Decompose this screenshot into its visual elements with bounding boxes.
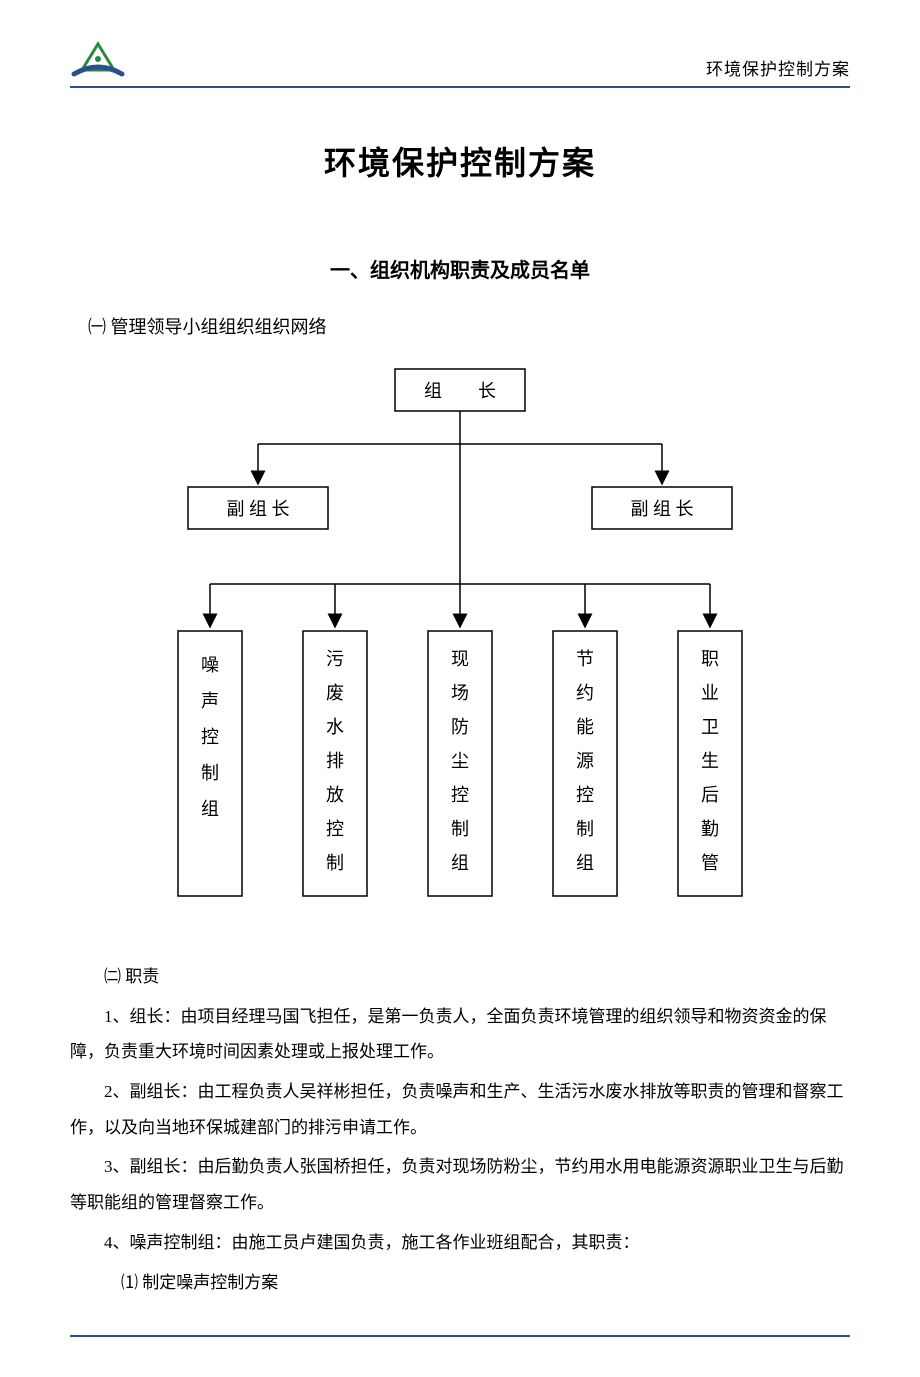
svg-text:水: 水 (326, 717, 344, 737)
document-title: 环境保护控制方案 (70, 138, 850, 184)
org-group-5: 职 业 卫 生 后 勤 管 (678, 631, 742, 896)
section-heading: 一、组织机构职责及成员名单 (70, 254, 850, 283)
svg-text:能: 能 (576, 717, 594, 737)
svg-text:声: 声 (201, 691, 219, 711)
subsection-heading: ㈠ 管理领导小组组织组织网络 (70, 313, 850, 339)
responsibility-item: 3、副组长：由后勤负责人张国桥担任，负责对现场防粉尘，节约用水用电能源资源职业卫… (70, 1149, 850, 1220)
responsibility-subitem: ⑴ 制定噪声控制方案 (70, 1265, 850, 1301)
svg-text:后: 后 (701, 785, 719, 805)
svg-text:生: 生 (701, 751, 719, 771)
svg-text:组: 组 (576, 853, 594, 873)
svg-text:控: 控 (326, 819, 344, 839)
svg-text:场: 场 (451, 683, 469, 703)
footer-line (70, 1335, 850, 1337)
responsibility-item: 4、噪声控制组：由施工员卢建国负责，施工各作业班组配合，其职责： (70, 1225, 850, 1261)
org-group-2: 污 废 水 排 放 控 制 (303, 631, 367, 896)
svg-text:废: 废 (326, 683, 344, 703)
svg-text:控: 控 (576, 785, 594, 805)
svg-text:防: 防 (451, 717, 469, 737)
svg-text:制: 制 (201, 763, 219, 783)
svg-text:尘: 尘 (451, 751, 469, 771)
subsection-heading-2: ㈡ 职责 (70, 959, 850, 995)
org-group-4: 节 约 能 源 控 制 组 (553, 631, 617, 896)
svg-text:组: 组 (451, 853, 469, 873)
svg-text:现: 现 (451, 649, 469, 669)
svg-text:制: 制 (576, 819, 594, 839)
responsibility-item: 2、副组长：由工程负责人吴祥彬担任，负责噪声和生产、生活污水废水排放等职责的管理… (70, 1074, 850, 1145)
svg-text:制: 制 (451, 819, 469, 839)
svg-text:放: 放 (326, 785, 344, 805)
svg-text:卫: 卫 (701, 717, 719, 737)
org-deputy-left-label: 副 组 长 (227, 499, 290, 519)
responsibility-item: 1、组长：由项目经理马国飞担任，是第一负责人，全面负责环境管理的组织领导和物资资… (70, 999, 850, 1070)
org-group-1: 噪 声 控 制 组 (178, 631, 242, 896)
svg-text:管: 管 (701, 853, 719, 873)
svg-text:污: 污 (326, 649, 344, 669)
svg-text:节: 节 (576, 649, 594, 669)
svg-text:职: 职 (701, 649, 719, 669)
svg-text:组: 组 (201, 799, 219, 819)
svg-text:噪: 噪 (201, 655, 219, 675)
org-deputy-right-label: 副 组 长 (631, 499, 694, 519)
company-logo-icon (70, 40, 126, 80)
svg-text:勤: 勤 (701, 819, 719, 839)
svg-text:制: 制 (326, 853, 344, 873)
org-group-3: 现 场 防 尘 控 制 组 (428, 631, 492, 896)
org-chart: 组 长 副 组 长 副 组 长 噪 声 控 制 组 (120, 359, 800, 924)
svg-text:控: 控 (201, 727, 219, 747)
page-header: 环境保护控制方案 (70, 40, 850, 88)
body-text: ㈡ 职责 1、组长：由项目经理马国飞担任，是第一负责人，全面负责环境管理的组织领… (70, 959, 850, 1300)
svg-text:排: 排 (326, 751, 344, 771)
header-title: 环境保护控制方案 (706, 55, 850, 80)
org-leader-label: 组 长 (424, 381, 496, 401)
svg-text:业: 业 (701, 683, 719, 703)
svg-text:控: 控 (451, 785, 469, 805)
svg-text:源: 源 (576, 751, 594, 771)
svg-text:约: 约 (576, 683, 594, 703)
